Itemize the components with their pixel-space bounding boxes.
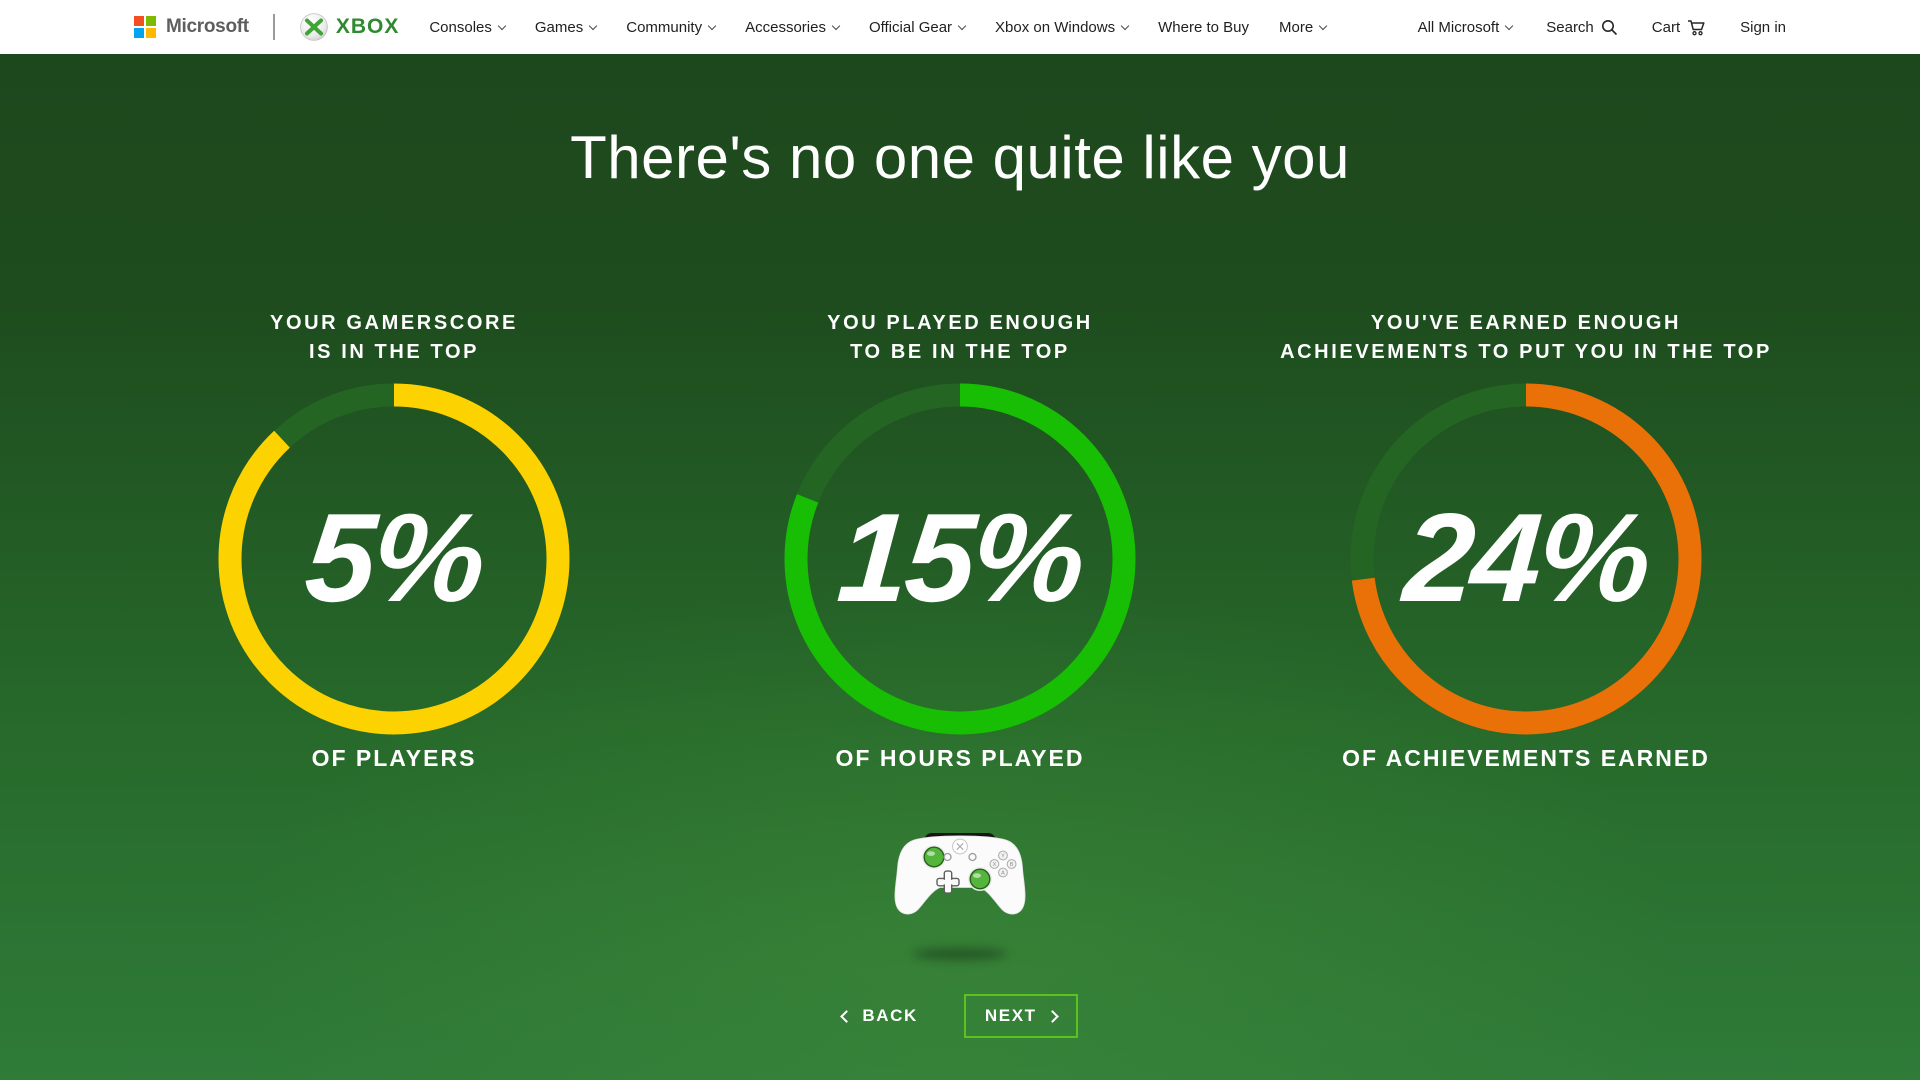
controller-shadow xyxy=(912,948,1008,960)
chevron-down-icon xyxy=(1318,21,1328,30)
xbox-wordmark: XBOX xyxy=(335,15,400,38)
pager-controls: BACK NEXT xyxy=(0,994,1920,1038)
stat-value: 5% xyxy=(301,486,488,628)
stat-heading: YOU PLAYED ENOUGH TO BE IN THE TOP xyxy=(827,312,1093,363)
svg-text:X: X xyxy=(993,862,997,868)
stats-row: YOUR GAMERSCORE IS IN THE TOP 5% OF PLAY… xyxy=(0,309,1920,772)
chevron-right-icon xyxy=(1045,1009,1059,1023)
all-microsoft-menu[interactable]: All Microsoft xyxy=(1417,18,1514,36)
chevron-down-icon xyxy=(1120,21,1130,30)
microsoft-wordmark: Microsoft xyxy=(166,16,249,37)
nav-item-consoles[interactable]: Consoles xyxy=(429,18,507,36)
controller-area: Y B X A xyxy=(0,828,1920,960)
nav-item-more[interactable]: More xyxy=(1278,18,1328,36)
nav-item-label: Official Gear xyxy=(868,18,953,36)
chevron-down-icon xyxy=(1505,21,1514,30)
nav-item-official-gear[interactable]: Official Gear xyxy=(868,18,967,36)
svg-text:Y: Y xyxy=(1001,854,1005,860)
stat-achievements: YOU'VE EARNED ENOUGH ACHIEVEMENTS TO PUT… xyxy=(1243,309,1809,772)
page-title: There's no one quite like you xyxy=(570,124,1350,191)
chevron-down-icon xyxy=(588,21,598,30)
next-label: NEXT xyxy=(984,1006,1037,1025)
stat-heading: YOUR GAMERSCORE IS IN THE TOP xyxy=(270,312,518,363)
stat-footer-label: OF HOURS PLAYED xyxy=(835,745,1085,771)
progress-ring-chart xyxy=(784,383,1136,735)
xbox-sphere-icon xyxy=(300,13,328,41)
nav-item-accessories[interactable]: Accessories xyxy=(745,18,841,36)
nav-item-label: Community xyxy=(626,18,703,36)
nav-item-games[interactable]: Games xyxy=(534,18,598,36)
primary-nav: Consoles Games Community Accessories Officia… xyxy=(429,18,1328,36)
cart-button[interactable]: Cart xyxy=(1652,19,1706,36)
back-label: BACK xyxy=(862,1006,918,1025)
chevron-down-icon xyxy=(957,21,967,30)
nav-item-label: Accessories xyxy=(745,18,826,36)
stat-footer-label: OF PLAYERS xyxy=(311,745,477,771)
nav-item-xbox-on-windows[interactable]: Xbox on Windows xyxy=(995,18,1130,36)
stat-gamerscore: YOUR GAMERSCORE IS IN THE TOP 5% OF PLAY… xyxy=(111,309,677,772)
microsoft-logo-icon xyxy=(134,16,156,38)
xbox-controller-image: Y B X A xyxy=(894,833,1026,915)
page-content: There's no one quite like you YOUR GAMER… xyxy=(0,54,1920,1038)
search-button[interactable]: Search xyxy=(1546,19,1618,36)
search-label: Search xyxy=(1546,18,1594,36)
all-microsoft-label: All Microsoft xyxy=(1417,18,1500,36)
brand-divider xyxy=(272,14,275,40)
stat-footer-label: OF ACHIEVEMENTS EARNED xyxy=(1342,745,1710,771)
stat-value: 15% xyxy=(833,486,1087,628)
cart-label: Cart xyxy=(1651,18,1681,36)
sign-in-button[interactable]: Sign in xyxy=(1740,19,1786,36)
stat-value: 24% xyxy=(1399,486,1653,628)
back-button[interactable]: BACK xyxy=(840,1006,918,1026)
progress-ring-chart xyxy=(218,383,570,735)
nav-item-community[interactable]: Community xyxy=(626,18,717,36)
chevron-down-icon xyxy=(497,21,507,30)
gamerscore-progress-ring: 5% xyxy=(218,383,570,735)
cart-icon xyxy=(1688,19,1705,35)
nav-item-label: Consoles xyxy=(429,18,492,36)
nav-item-label: Xbox on Windows xyxy=(995,18,1116,36)
hours-played-progress-ring: 15% xyxy=(784,383,1136,735)
stat-heading: YOU'VE EARNED ENOUGH ACHIEVEMENTS TO PUT… xyxy=(1280,312,1772,363)
brand-area: Microsoft XBOX xyxy=(134,12,399,42)
sign-in-label: Sign in xyxy=(1740,18,1786,36)
svg-text:B: B xyxy=(1010,862,1014,868)
achievements-progress-ring: 24% xyxy=(1350,383,1702,735)
progress-ring-chart xyxy=(1350,383,1702,735)
nav-item-where-to-buy[interactable]: Where to Buy xyxy=(1158,19,1249,36)
nav-item-label: Games xyxy=(534,18,584,36)
nav-item-label: More xyxy=(1278,18,1314,36)
svg-text:A: A xyxy=(1001,871,1005,877)
chevron-down-icon xyxy=(707,21,717,30)
top-nav: Microsoft XBOX Consoles Games Community Acc… xyxy=(0,0,1920,54)
next-button[interactable]: NEXT xyxy=(963,994,1078,1038)
xbox-logo[interactable]: XBOX xyxy=(299,12,400,42)
microsoft-logo[interactable]: Microsoft xyxy=(134,16,249,38)
stat-hours-played: YOU PLAYED ENOUGH TO BE IN THE TOP 15% O… xyxy=(677,309,1243,772)
nav-item-label: Where to Buy xyxy=(1158,18,1249,36)
chevron-left-icon xyxy=(840,1009,854,1023)
search-icon xyxy=(1601,19,1617,35)
chevron-down-icon xyxy=(831,21,841,30)
